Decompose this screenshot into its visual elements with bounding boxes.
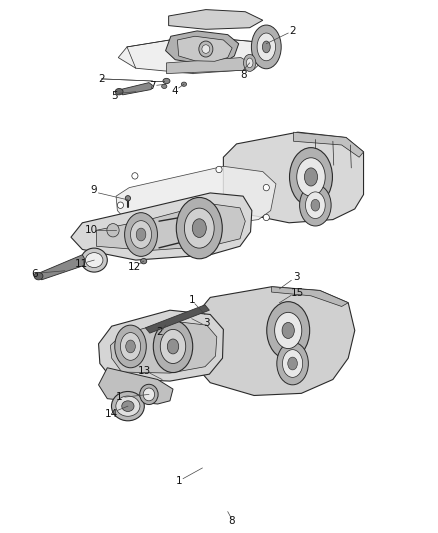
Ellipse shape [297,158,325,196]
Ellipse shape [246,58,253,68]
Ellipse shape [263,214,269,221]
Polygon shape [177,36,232,61]
Ellipse shape [184,208,214,248]
Ellipse shape [124,213,158,256]
Polygon shape [223,132,364,223]
Polygon shape [169,10,263,29]
Ellipse shape [125,196,131,201]
Text: 4: 4 [172,86,179,95]
Text: 1: 1 [116,392,123,402]
Polygon shape [145,305,209,333]
Text: 7: 7 [149,82,156,91]
Text: 1: 1 [176,476,183,486]
Ellipse shape [244,54,256,71]
Text: 15: 15 [290,288,304,298]
Ellipse shape [132,218,138,224]
Ellipse shape [202,45,210,53]
Ellipse shape [120,333,141,360]
Ellipse shape [160,329,186,364]
Polygon shape [193,287,355,395]
Polygon shape [71,193,252,260]
Text: 8: 8 [228,516,235,526]
Polygon shape [166,31,239,64]
Ellipse shape [132,173,138,179]
Ellipse shape [181,82,187,86]
Ellipse shape [107,223,119,237]
Ellipse shape [262,41,270,53]
Ellipse shape [275,312,302,349]
Ellipse shape [290,148,332,206]
Ellipse shape [288,357,297,370]
Text: 8: 8 [240,70,247,79]
Ellipse shape [143,388,155,401]
Ellipse shape [277,342,308,385]
Ellipse shape [199,41,213,57]
Ellipse shape [251,25,281,69]
Ellipse shape [115,88,123,95]
Text: 6: 6 [32,269,39,279]
Ellipse shape [117,202,124,208]
Polygon shape [293,132,364,157]
Ellipse shape [34,272,43,280]
Polygon shape [96,204,245,251]
Ellipse shape [126,340,135,353]
Ellipse shape [263,184,269,191]
Text: 2: 2 [98,74,105,84]
Polygon shape [118,36,272,74]
Polygon shape [272,287,348,306]
Polygon shape [116,166,276,224]
Text: 2: 2 [289,26,296,36]
Ellipse shape [111,391,144,421]
Text: 13: 13 [138,366,151,376]
Polygon shape [110,321,217,373]
Text: 5: 5 [111,91,118,101]
Text: 10: 10 [85,225,98,235]
Ellipse shape [116,396,140,416]
Text: 14: 14 [105,409,118,418]
Polygon shape [99,310,223,381]
Ellipse shape [141,259,147,264]
Text: 9: 9 [91,185,98,195]
Ellipse shape [192,219,206,238]
Polygon shape [39,255,85,280]
Polygon shape [120,83,152,95]
Ellipse shape [267,302,310,359]
Ellipse shape [216,166,222,173]
Text: 3: 3 [203,318,210,328]
Ellipse shape [257,33,276,61]
Ellipse shape [136,228,146,241]
Ellipse shape [140,384,158,405]
Text: 3: 3 [293,272,300,282]
Ellipse shape [167,339,179,354]
Text: 1: 1 [188,295,195,304]
Ellipse shape [311,199,320,211]
Ellipse shape [122,401,134,411]
Ellipse shape [131,221,152,248]
Ellipse shape [162,84,167,88]
Polygon shape [99,368,173,404]
Polygon shape [166,58,252,74]
Ellipse shape [305,192,325,219]
Ellipse shape [300,184,331,226]
Text: 12: 12 [128,262,141,271]
Ellipse shape [115,325,146,368]
Ellipse shape [283,350,303,377]
Ellipse shape [85,253,103,268]
Text: 2: 2 [156,327,163,336]
Ellipse shape [81,248,107,272]
Ellipse shape [176,197,223,259]
Text: 11: 11 [75,260,88,269]
Ellipse shape [153,320,193,373]
Ellipse shape [304,168,318,186]
Ellipse shape [163,78,170,84]
Ellipse shape [282,322,294,338]
